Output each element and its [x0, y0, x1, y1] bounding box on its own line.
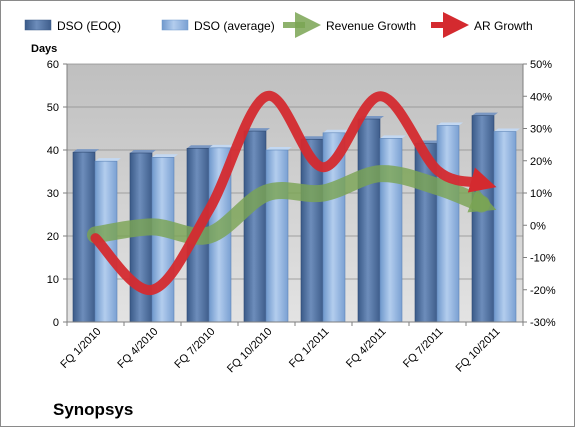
y2-tick-label: 20%	[530, 156, 552, 168]
x-tick-label: FQ 1/2010	[58, 326, 103, 371]
x-tick-label: FQ 7/2011	[401, 326, 446, 371]
bar-dso-average	[151, 157, 175, 323]
bar-top-dso-average	[152, 154, 178, 158]
bar-top-dso-eoq	[130, 150, 156, 154]
x-tick-label: FQ 7/2010	[172, 326, 217, 371]
y-tick-label: 10	[47, 274, 59, 286]
y-tick-label: 30	[47, 188, 59, 200]
bar-top-dso-average	[209, 144, 235, 148]
revenue-growth-line	[87, 165, 497, 245]
bar-dso-average	[493, 131, 517, 323]
legend-label-dso-average: DSO (average)	[194, 19, 275, 33]
legend: DSO (EOQ) DSO (average) Revenue Growth A…	[24, 12, 533, 38]
y-tick-label: 0	[53, 317, 59, 329]
bar-top-dso-eoq	[187, 145, 213, 149]
x-tick-label: FQ 10/2011	[454, 326, 503, 375]
bar-top-dso-average	[266, 147, 292, 150]
x-axis-ticks: FQ 1/2010 FQ 4/2010 FQ 7/2010 FQ 10/2010 FQ …	[58, 322, 524, 376]
y-tick-label: 60	[47, 59, 59, 71]
bar-top-dso-average	[323, 129, 349, 133]
bar-top-dso-average	[95, 158, 121, 162]
bar-top-dso-eoq	[472, 112, 498, 116]
x-tick-label: FQ 4/2010	[115, 326, 160, 371]
bar-top-dso-average	[494, 128, 520, 132]
company-name: Synopsys	[53, 400, 133, 419]
legend-swatch-dso-eoq	[24, 19, 52, 31]
bar-dso-eoq	[471, 115, 495, 323]
y2-tick-label: -10%	[530, 253, 556, 265]
x-tick-label: FQ 1/2011	[287, 326, 332, 371]
legend-label-revenue-growth: Revenue Growth	[326, 19, 416, 33]
y2-tick-label: 50%	[530, 59, 552, 71]
bar-top-dso-eoq	[301, 136, 327, 140]
y2-tick-label: 10%	[530, 188, 552, 200]
y-axis-title: Days	[31, 43, 57, 55]
bar-top-dso-average	[437, 122, 463, 126]
left-axis-ticks: 0 10 20 30 40 50 60	[47, 59, 67, 329]
y2-tick-label: 40%	[530, 91, 552, 103]
x-tick-label: FQ 10/2010	[225, 326, 275, 376]
bar-top-dso-average	[380, 135, 406, 139]
x-tick-label: FQ 4/2011	[344, 326, 389, 371]
bar-dso-average	[265, 149, 289, 323]
y-tick-label: 20	[47, 231, 59, 243]
bar-dso-eoq	[357, 118, 381, 323]
bar-top-dso-eoq	[244, 128, 270, 132]
y-tick-label: 40	[47, 145, 59, 157]
line-series-group	[87, 91, 497, 295]
legend-label-ar-growth: AR Growth	[474, 19, 533, 33]
bar-dso-eoq	[129, 152, 153, 323]
legend-swatch-dso-average	[161, 19, 189, 31]
ar-growth-line	[90, 91, 497, 295]
y2-tick-label: -30%	[530, 317, 556, 329]
bar-top-dso-eoq	[73, 149, 99, 153]
bar-dso-eoq	[243, 130, 267, 323]
y2-tick-label: 0%	[530, 220, 546, 232]
y2-tick-label: -20%	[530, 285, 556, 297]
y-tick-label: 50	[47, 102, 59, 114]
right-axis-ticks: -30% -20% -10% 0% 10% 20% 30% 40% 50%	[523, 59, 556, 329]
bar-dso-average	[436, 125, 460, 323]
y2-tick-label: 30%	[530, 124, 552, 136]
legend-label-dso-eoq: DSO (EOQ)	[57, 19, 121, 33]
